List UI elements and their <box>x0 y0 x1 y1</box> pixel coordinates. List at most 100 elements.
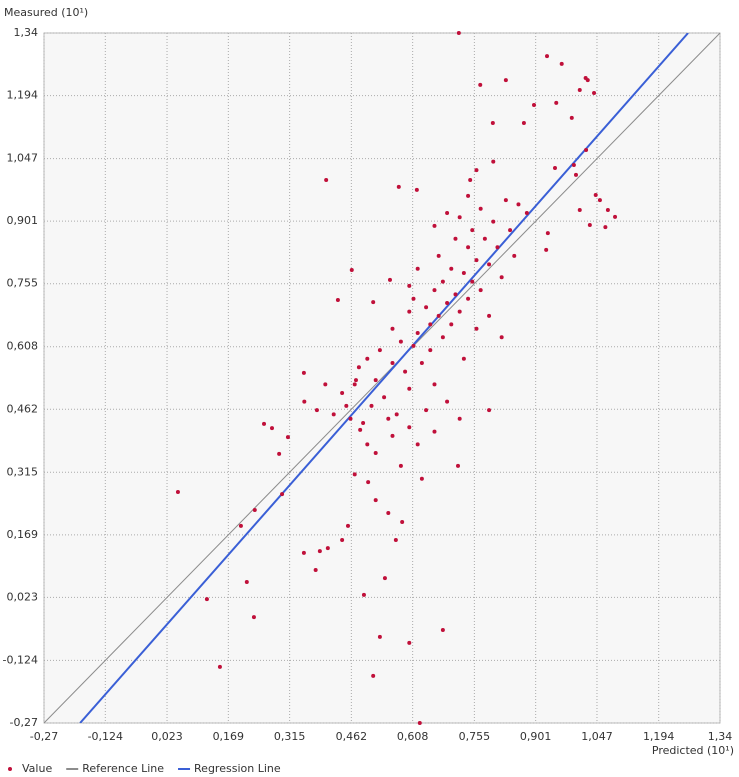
point <box>512 253 517 258</box>
point <box>456 31 461 35</box>
legend-label: Reference Line <box>82 762 164 775</box>
point <box>445 211 450 215</box>
x-tick-label: 1,047 <box>581 730 613 743</box>
point <box>490 121 495 125</box>
x-tick-label: -0,27 <box>30 730 58 743</box>
point <box>453 236 458 241</box>
point <box>440 335 445 340</box>
point <box>387 277 392 282</box>
point <box>280 492 285 497</box>
point <box>244 580 249 584</box>
point <box>461 356 466 361</box>
point <box>478 82 483 87</box>
point <box>440 628 445 632</box>
point <box>487 262 492 267</box>
point <box>340 538 345 542</box>
x-tick-label: 1,34 <box>708 730 733 743</box>
point <box>449 266 454 271</box>
point <box>491 159 496 164</box>
point <box>432 429 437 434</box>
point <box>605 208 610 212</box>
y-axis-label: Measured (10¹) <box>4 6 88 19</box>
x-tick-label: 1,194 <box>643 730 675 743</box>
point <box>524 211 529 215</box>
point <box>503 78 508 83</box>
point <box>301 550 306 555</box>
point <box>175 490 180 494</box>
point <box>407 640 412 645</box>
point <box>352 382 357 387</box>
point <box>545 231 550 236</box>
line <box>79 33 689 723</box>
point <box>449 322 454 327</box>
x-tick-label: 0,023 <box>151 730 183 743</box>
point <box>419 361 424 365</box>
y-tick-label: 0,608 <box>7 340 39 353</box>
x-tick-label: 0,901 <box>520 730 552 743</box>
point <box>390 326 395 331</box>
point <box>371 673 376 678</box>
point <box>457 309 462 314</box>
point <box>394 412 399 417</box>
point <box>382 576 387 581</box>
point <box>531 103 536 107</box>
x-tick-label: 0,169 <box>213 730 245 743</box>
point <box>371 300 376 305</box>
point <box>468 178 473 182</box>
point <box>373 498 378 503</box>
point <box>593 193 598 197</box>
point <box>361 592 366 597</box>
point <box>400 520 405 524</box>
point <box>457 416 462 421</box>
point <box>353 378 358 383</box>
point <box>432 382 437 387</box>
point <box>365 356 370 361</box>
point <box>545 54 550 59</box>
point <box>499 335 504 340</box>
point <box>445 399 450 404</box>
point <box>587 223 592 227</box>
point <box>428 348 433 353</box>
point <box>573 172 578 177</box>
point <box>457 215 462 220</box>
point <box>478 288 483 293</box>
point <box>393 538 398 542</box>
point <box>331 412 336 417</box>
point <box>415 266 420 271</box>
y-tick-label: 0,901 <box>7 214 39 227</box>
point <box>335 298 340 302</box>
point <box>358 427 363 432</box>
point <box>390 433 395 438</box>
point <box>365 442 370 447</box>
point <box>314 408 319 413</box>
point <box>414 187 419 192</box>
point <box>325 546 330 551</box>
point <box>577 208 582 212</box>
point <box>269 426 274 431</box>
point <box>349 268 354 272</box>
point <box>455 463 460 468</box>
point <box>440 279 445 284</box>
point <box>377 348 382 353</box>
x-tick-label: 0,462 <box>336 730 368 743</box>
y-tick-label: -0,124 <box>3 653 38 666</box>
y-tick-label: 0,169 <box>7 528 39 541</box>
point <box>521 121 526 125</box>
point <box>352 472 357 477</box>
point <box>204 597 209 602</box>
point <box>584 148 589 152</box>
point <box>592 91 597 95</box>
point <box>554 100 559 105</box>
point <box>366 480 371 485</box>
point <box>419 476 424 481</box>
point <box>386 511 391 515</box>
point <box>453 292 458 297</box>
y-tick-label: -0,27 <box>10 716 38 729</box>
point <box>499 275 504 280</box>
legend-label: Value <box>22 762 52 775</box>
point <box>317 549 322 554</box>
point <box>503 198 508 203</box>
point <box>407 425 412 430</box>
point <box>516 202 521 207</box>
y-tick-label: 0,462 <box>7 402 39 415</box>
